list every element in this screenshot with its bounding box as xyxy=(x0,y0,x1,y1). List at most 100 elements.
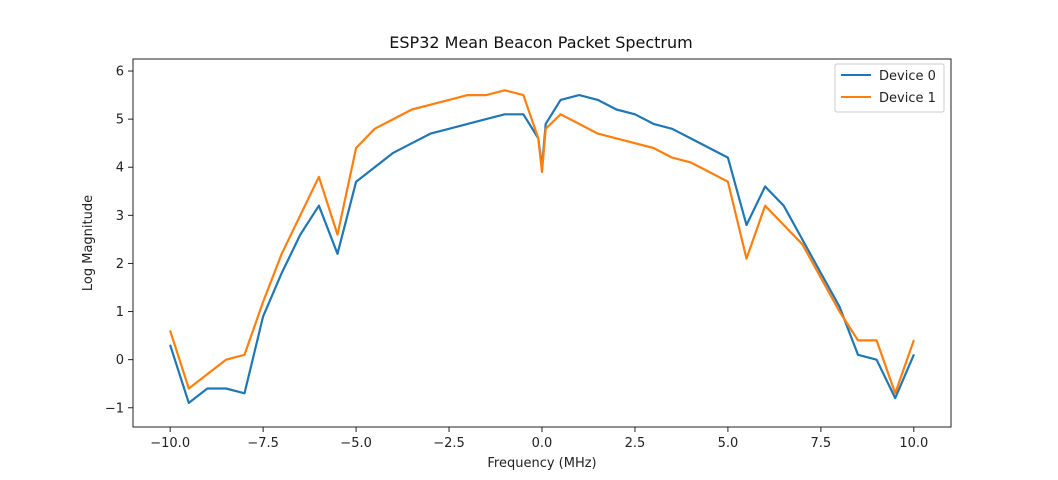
data-point xyxy=(262,301,264,303)
data-point xyxy=(299,214,302,217)
data-point xyxy=(188,402,190,404)
data-point xyxy=(857,354,859,356)
y-tick-label: 0 xyxy=(116,353,124,368)
y-axis: −1 0 1 2 3 4 5 6 xyxy=(105,65,133,416)
data-point xyxy=(559,99,562,101)
data-point xyxy=(280,272,283,274)
x-tick-label: 0.0 xyxy=(532,436,553,451)
x-axis-label: Frequency (MHz) xyxy=(487,456,596,471)
plot-area xyxy=(132,58,952,428)
data-point xyxy=(801,243,804,245)
data-point xyxy=(820,272,822,274)
x-tick-label: 5.0 xyxy=(718,436,739,451)
data-point xyxy=(411,142,413,144)
data-point xyxy=(764,185,766,188)
data-point xyxy=(894,392,896,395)
data-point xyxy=(504,113,506,116)
data-point xyxy=(318,204,320,207)
data-point xyxy=(838,305,841,308)
data-point xyxy=(485,118,488,120)
y-axis-label: Log Magnitude xyxy=(81,195,96,291)
data-point xyxy=(429,132,432,135)
data-point xyxy=(225,358,227,361)
data-point xyxy=(708,171,711,173)
legend-label-device-0: Device 0 xyxy=(879,69,936,84)
series-layer xyxy=(169,89,915,404)
data-point xyxy=(448,128,450,130)
data-point xyxy=(857,339,859,342)
data-point xyxy=(169,330,171,332)
data-point xyxy=(727,180,729,183)
data-point xyxy=(652,123,655,125)
data-point xyxy=(875,339,878,342)
data-point xyxy=(188,387,190,390)
data-point xyxy=(894,397,896,399)
data-point xyxy=(466,94,469,96)
data-point xyxy=(652,147,655,149)
data-point xyxy=(764,204,766,207)
chart-title: ESP32 Mean Beacon Packet Spectrum xyxy=(389,33,692,52)
y-tick-label: −1 xyxy=(105,401,124,416)
y-tick-label: 5 xyxy=(116,113,124,128)
legend: Device 0 Device 1 xyxy=(834,63,945,113)
data-point xyxy=(522,113,525,116)
x-tick-label: 7.5 xyxy=(811,436,832,451)
x-axis: −10.0 −7.5 −5.0 −2.5 0.0 2.5 5.0 7.5 10.0 xyxy=(150,427,928,451)
data-point xyxy=(411,108,413,111)
data-point xyxy=(318,176,320,178)
y-tick-label: 3 xyxy=(116,209,124,224)
data-point xyxy=(708,147,711,149)
y-tick-label: 1 xyxy=(116,305,124,320)
data-point xyxy=(745,257,748,260)
data-point xyxy=(578,123,580,125)
data-point xyxy=(522,94,525,96)
data-point xyxy=(169,344,171,347)
data-point xyxy=(392,152,395,154)
x-tick-label: 2.5 xyxy=(625,436,646,451)
data-point xyxy=(820,277,822,279)
data-point xyxy=(745,224,748,226)
y-tick-label: 4 xyxy=(116,161,124,176)
data-point xyxy=(448,99,450,101)
data-point xyxy=(262,315,264,318)
data-point xyxy=(355,147,357,149)
x-tick-label: 10.0 xyxy=(899,436,928,451)
data-point xyxy=(373,166,376,168)
data-point xyxy=(544,123,547,125)
data-point xyxy=(336,233,339,236)
data-point xyxy=(782,204,785,207)
data-point xyxy=(671,128,673,130)
data-point xyxy=(689,161,692,164)
data-point xyxy=(578,94,580,96)
data-point xyxy=(838,310,841,313)
data-point xyxy=(243,392,246,395)
data-point xyxy=(504,89,506,92)
data-point xyxy=(671,156,673,159)
data-point xyxy=(392,118,395,120)
data-point xyxy=(597,99,599,101)
legend-label-device-1: Device 1 xyxy=(879,91,936,106)
x-tick-label: −7.5 xyxy=(247,436,279,451)
data-point xyxy=(782,224,785,226)
data-point xyxy=(485,94,488,96)
data-point xyxy=(466,123,469,125)
data-point xyxy=(373,128,376,130)
data-point xyxy=(206,387,209,390)
x-tick-label: −10.0 xyxy=(150,436,190,451)
data-point xyxy=(544,128,547,130)
data-point xyxy=(689,137,692,140)
data-point xyxy=(429,103,432,106)
data-point xyxy=(541,171,543,173)
x-tick-label: −2.5 xyxy=(433,436,465,451)
data-point xyxy=(280,253,283,255)
y-tick-label: 2 xyxy=(116,257,124,272)
x-tick-label: −5.0 xyxy=(340,436,372,451)
data-point xyxy=(537,137,540,140)
data-point xyxy=(875,358,878,361)
data-point xyxy=(225,387,227,390)
data-point xyxy=(913,339,915,342)
data-point xyxy=(355,180,357,183)
data-point xyxy=(634,142,636,144)
